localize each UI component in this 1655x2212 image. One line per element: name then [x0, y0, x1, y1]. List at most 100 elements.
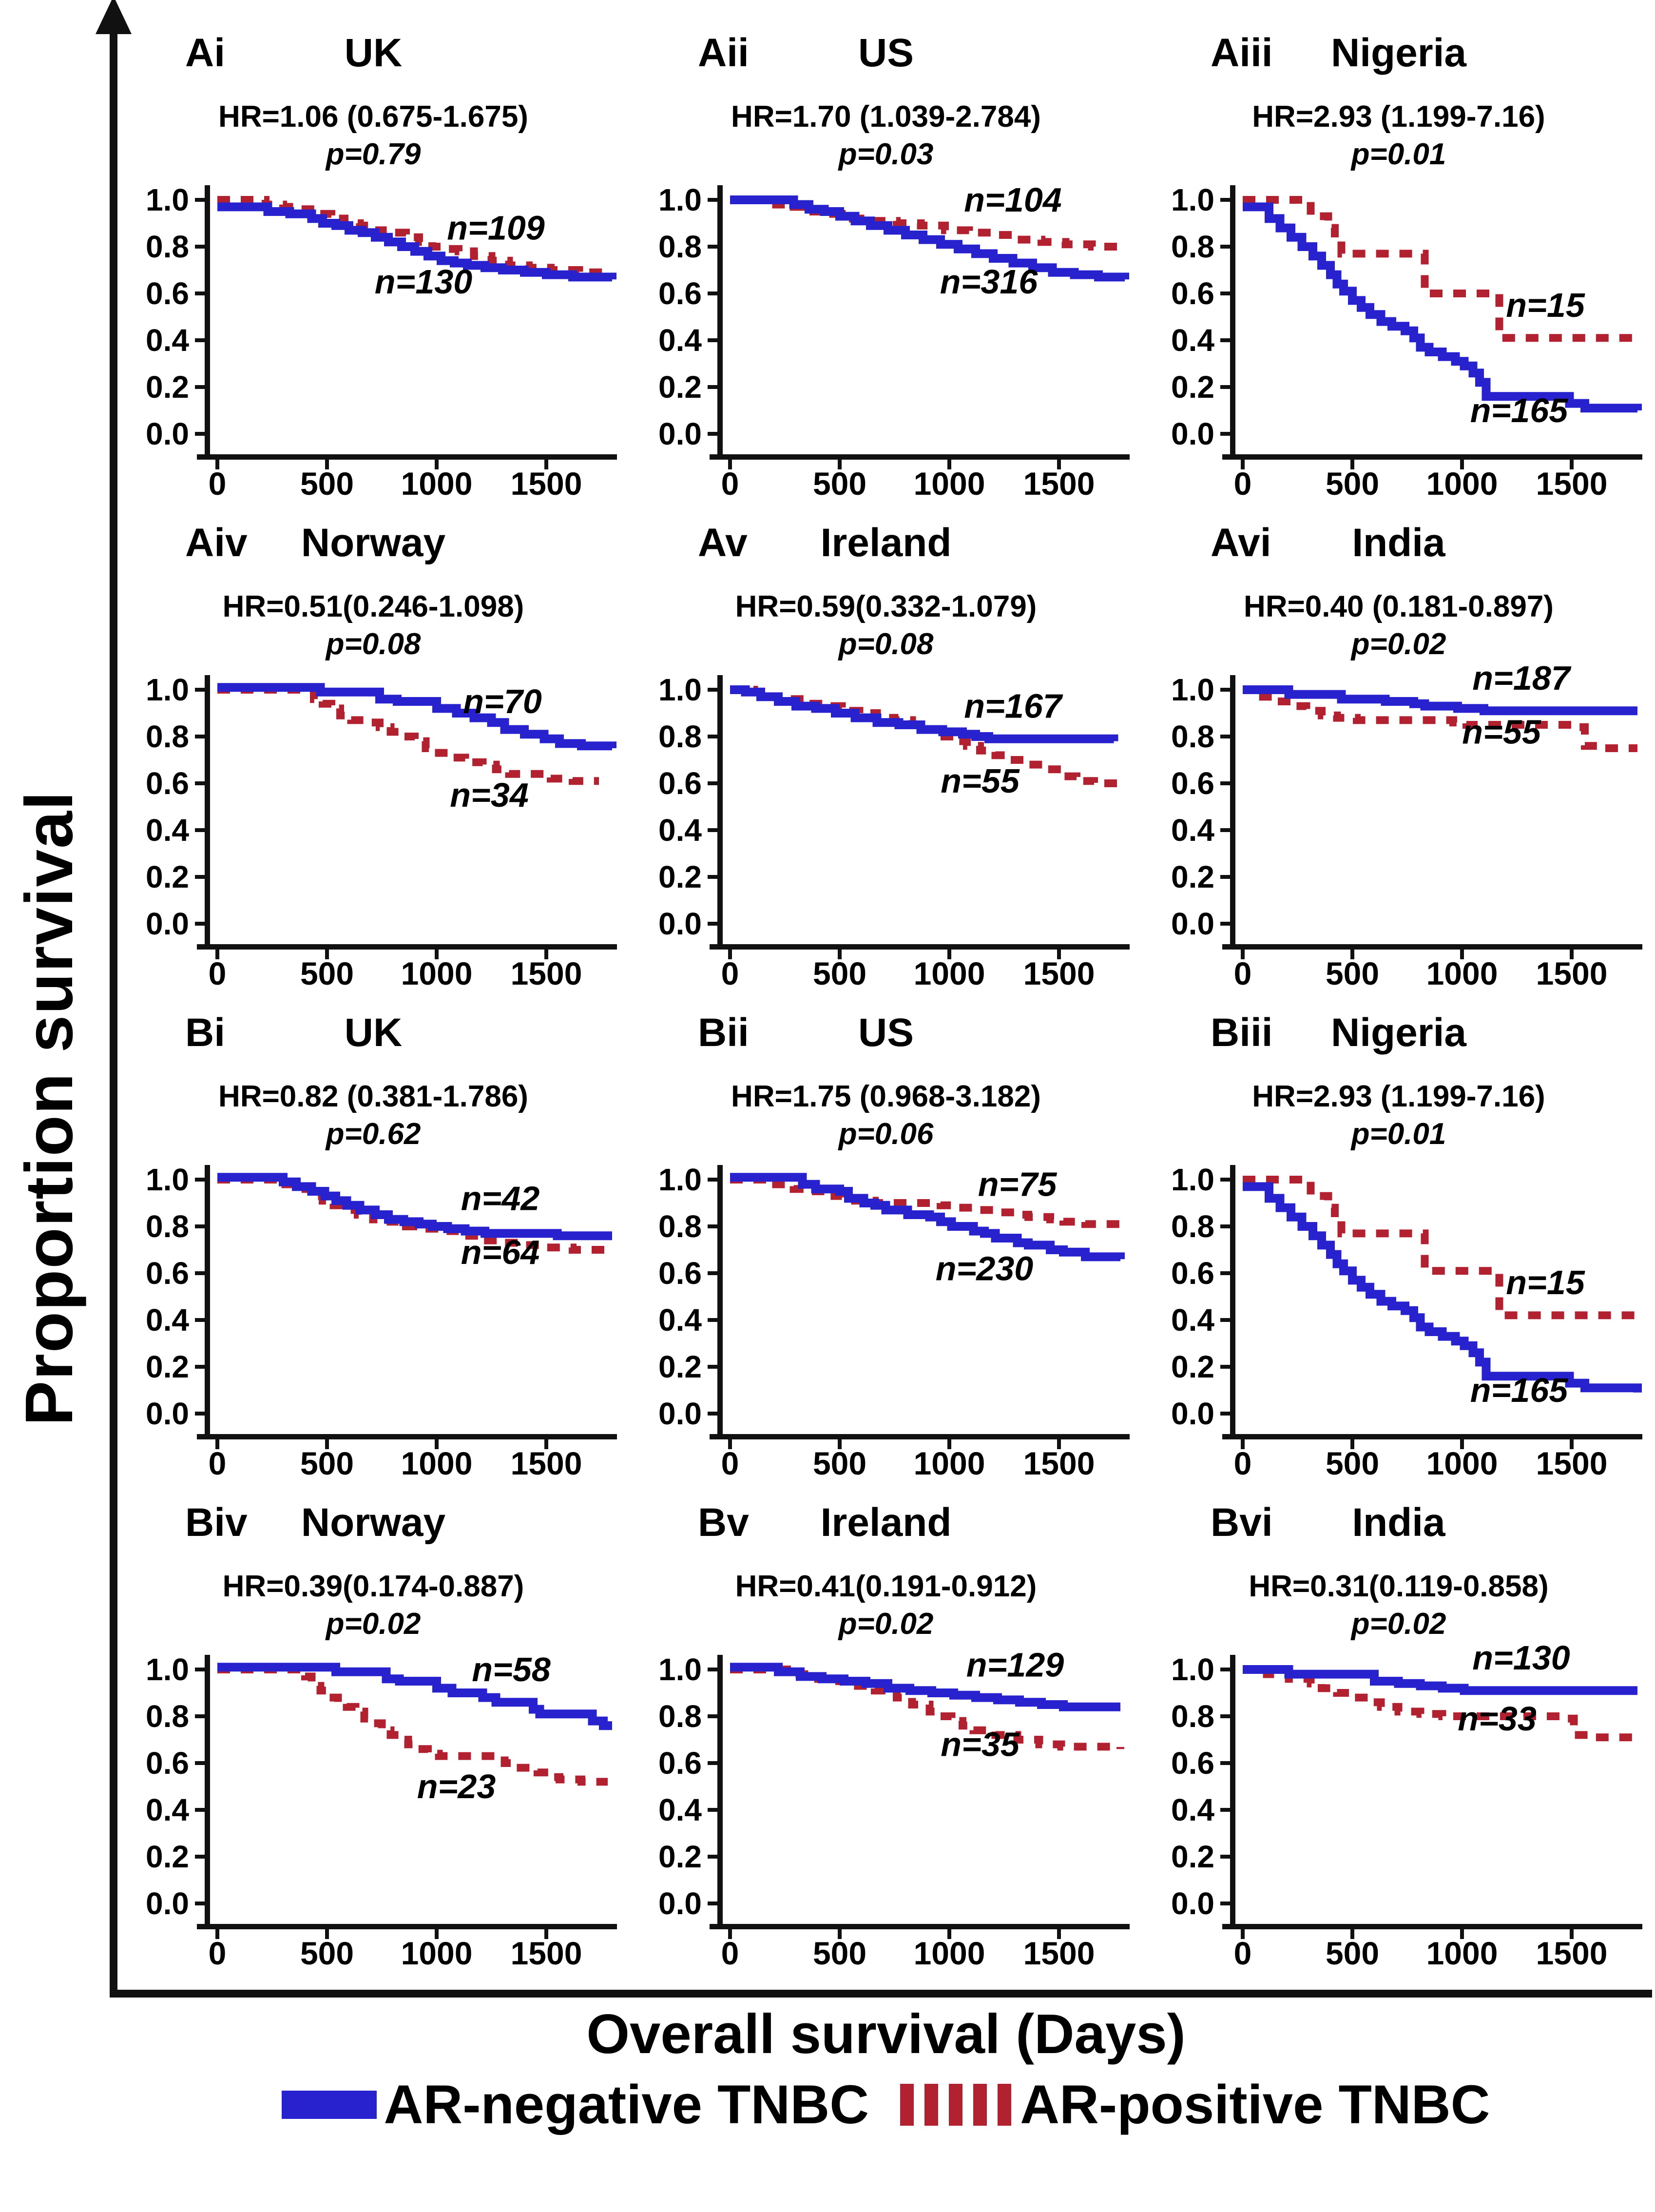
- y-tick: [1220, 1761, 1230, 1765]
- panel-title: UK: [344, 1010, 403, 1055]
- panel-label: Bii: [698, 1010, 749, 1055]
- x-tick: [1460, 1439, 1464, 1449]
- survival-panel: Biv Norway HR=0.39(0.174-0.887) p=0.02 1…: [117, 1494, 630, 1984]
- n-count-negative: n=109: [447, 209, 544, 247]
- hazard-ratio-text: HR=1.70 (1.039-2.784): [731, 100, 1041, 134]
- ar-negative-curve: [217, 1663, 612, 1730]
- km-plot: 1.0 0.8 0.6 0.4 0.2 0.0 0 500 1000 1500 n=15 n=165: [1171, 182, 1642, 497]
- y-tick-label: 0.8: [1171, 719, 1214, 754]
- x-tick: [728, 950, 732, 959]
- x-tick-label: 0: [1234, 1935, 1252, 1967]
- ar-negative-curve: [730, 685, 1118, 743]
- n-count-negative: n=230: [936, 1249, 1033, 1287]
- y-tick: [195, 1271, 205, 1275]
- x-tick-label: 1500: [1536, 466, 1608, 497]
- y-tick: [1220, 875, 1230, 879]
- y-tick: [1220, 385, 1230, 389]
- x-tick: [1057, 950, 1061, 959]
- y-tick: [195, 1808, 205, 1812]
- y-tick: [1220, 1902, 1230, 1905]
- p-value-text: p=0.02: [1351, 627, 1446, 661]
- figure-x-axis-label: Overall survival (Days): [586, 2003, 1186, 2065]
- survival-panel: Bv Ireland HR=0.41(0.191-0.912) p=0.02 1…: [630, 1494, 1142, 1984]
- panel-label: Aiv: [185, 521, 248, 565]
- panel-title: Norway: [301, 1500, 446, 1545]
- y-tick: [195, 735, 205, 738]
- plot-x-axis-line: [1222, 1434, 1642, 1439]
- n-count-negative: n=130: [1472, 1645, 1570, 1677]
- y-tick: [195, 1412, 205, 1416]
- n-count-positive: n=75: [978, 1165, 1058, 1203]
- x-tick: [838, 950, 842, 959]
- y-tick-label: 0.2: [658, 1839, 702, 1874]
- p-value-text: p=0.62: [326, 1117, 421, 1151]
- ar-negative-curve: [1243, 1665, 1637, 1695]
- x-tick: [1057, 1439, 1061, 1449]
- x-tick: [435, 460, 439, 469]
- ar-positive-curve: [730, 1176, 1124, 1228]
- x-tick-label: 1500: [511, 1935, 582, 1967]
- y-tick-label: 0.8: [146, 719, 189, 754]
- y-tick: [708, 1855, 717, 1859]
- y-tick-label: 1.0: [1171, 1652, 1214, 1687]
- x-tick-label: 1000: [914, 1445, 985, 1477]
- n-count-positive: n=64: [461, 1233, 540, 1271]
- y-tick: [1220, 245, 1230, 249]
- n-count-negative: n=187: [1472, 665, 1571, 697]
- y-tick: [708, 291, 717, 295]
- x-tick-label: 1500: [511, 466, 582, 497]
- y-tick: [708, 688, 717, 692]
- hazard-ratio-text: HR=0.40 (0.181-0.897): [1244, 590, 1554, 623]
- y-tick-label: 0.0: [1171, 416, 1214, 451]
- panel-label: Aiii: [1211, 31, 1273, 75]
- plot-y-axis-line: [205, 185, 210, 459]
- y-tick: [195, 432, 205, 436]
- y-tick-label: 1.0: [1171, 1162, 1214, 1197]
- legend-solid-line-icon: [282, 2090, 377, 2119]
- x-tick-label: 0: [1234, 955, 1252, 987]
- n-count-negative: n=316: [940, 263, 1038, 301]
- y-tick: [1220, 291, 1230, 295]
- y-tick-label: 0.0: [146, 1396, 189, 1431]
- p-value-text: p=0.08: [838, 627, 934, 661]
- plot-y-axis-line: [717, 185, 723, 459]
- y-tick: [1220, 688, 1230, 692]
- y-tick-label: 0.6: [658, 1256, 702, 1291]
- y-tick-label: 1.0: [658, 672, 702, 707]
- x-tick: [215, 950, 219, 959]
- y-tick: [195, 291, 205, 295]
- n-count-negative: n=58: [472, 1650, 551, 1688]
- plot-x-axis-line: [197, 944, 617, 950]
- plot-y-axis-line: [205, 675, 210, 949]
- n-count-positive: n=15: [1506, 286, 1585, 324]
- km-plot: 1.0 0.8 0.6 0.4 0.2 0.0 0 500 1000 1500 n=104 n=316: [658, 181, 1130, 497]
- plot-y-axis-line: [717, 675, 723, 949]
- x-tick-label: 500: [300, 466, 354, 497]
- x-tick-label: 1500: [1536, 955, 1608, 987]
- plot-y-axis-line: [1230, 1655, 1235, 1929]
- panel-label: Av: [698, 521, 748, 565]
- x-tick-label: 1500: [511, 1445, 582, 1477]
- hazard-ratio-text: HR=0.51(0.246-1.098): [222, 590, 524, 623]
- y-tick-label: 0.0: [1171, 1396, 1214, 1431]
- y-tick-label: 0.6: [146, 766, 189, 801]
- n-count-positive: n=33: [1458, 1700, 1537, 1738]
- y-axis-arrow-icon: [96, 0, 132, 34]
- x-tick: [215, 460, 219, 469]
- y-tick-label: 0.8: [1171, 1209, 1214, 1244]
- y-tick-label: 0.0: [658, 1396, 702, 1431]
- n-count-positive: n=23: [417, 1767, 496, 1805]
- panel-title: Norway: [301, 521, 446, 565]
- hazard-ratio-text: HR=2.93 (1.199-7.16): [1252, 100, 1545, 134]
- y-tick: [195, 922, 205, 926]
- x-tick-label: 500: [1326, 1935, 1379, 1967]
- y-tick: [1220, 735, 1230, 738]
- y-tick-label: 0.2: [146, 1349, 189, 1384]
- x-tick-label: 1000: [914, 466, 985, 497]
- y-tick: [708, 245, 717, 249]
- survival-panel: Aiii Nigeria HR=2.93 (1.199-7.16) p=0.01…: [1142, 24, 1655, 514]
- x-tick: [838, 1929, 842, 1939]
- x-tick-label: 0: [209, 466, 227, 497]
- x-tick-label: 500: [813, 1935, 866, 1967]
- panel-grid: Ai UK HR=1.06 (0.675-1.675) p=0.79 1.0 0.…: [117, 24, 1655, 1984]
